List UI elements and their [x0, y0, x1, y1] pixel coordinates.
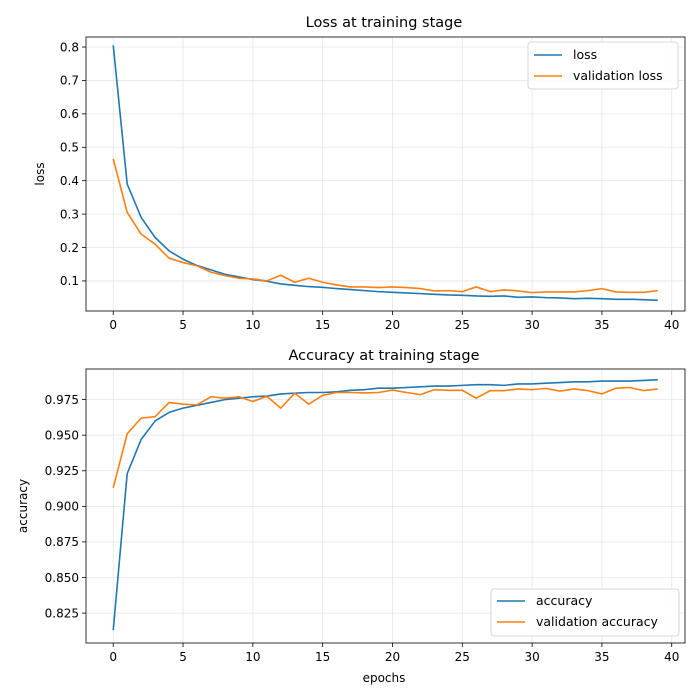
loss-legend-label-validation-loss: validation loss [573, 68, 663, 83]
loss-legend-label-loss: loss [573, 47, 597, 62]
loss-x-tick-label: 5 [179, 318, 187, 332]
accuracy-x-tick-label: 20 [385, 650, 400, 664]
accuracy-y-tick-label: 0.950 [45, 428, 79, 442]
loss-y-tick-label: 0.3 [60, 207, 79, 221]
accuracy-gridlines [86, 369, 685, 643]
accuracy-x-tick-label: 0 [109, 650, 117, 664]
accuracy-y-tick-label: 0.925 [45, 464, 79, 478]
loss-y-tick-label: 0.1 [60, 274, 79, 288]
loss-plot-frame [85, 36, 686, 312]
loss-x-tick-label: 30 [524, 318, 539, 332]
accuracy-legend-label-accuracy: accuracy [536, 593, 593, 608]
loss-x-tick-label: 10 [245, 318, 260, 332]
loss-series-loss [112, 45, 658, 302]
accuracy-y-axis: 0.825 0.850 0.875 0.900 0.925 0.950 0.975 [45, 393, 86, 620]
loss-x-axis: 0 5 10 15 20 25 30 35 40 [109, 311, 679, 332]
accuracy-legend-label-validation-accuracy: validation accuracy [536, 614, 659, 629]
accuracy-y-tick-label: 0.900 [45, 500, 79, 514]
loss-legend: loss validation loss [527, 41, 679, 90]
loss-x-tick-label: 40 [664, 318, 679, 332]
accuracy-x-tick-label: 35 [594, 650, 609, 664]
loss-gridlines [86, 37, 685, 311]
loss-y-tick-label: 0.2 [60, 241, 79, 255]
loss-x-tick-label: 15 [315, 318, 330, 332]
loss-series-lines [112, 45, 658, 302]
loss-x-tick-label: 0 [109, 318, 117, 332]
accuracy-series-accuracy [112, 378, 658, 631]
loss-x-tick-label: 20 [385, 318, 400, 332]
accuracy-legend-box [490, 588, 680, 637]
accuracy-x-axis: 0 5 10 15 20 25 30 35 40 [109, 643, 679, 664]
accuracy-y-tick-label: 0.975 [45, 393, 79, 407]
accuracy-x-tick-label: 30 [524, 650, 539, 664]
accuracy-chart-title: Accuracy at training stage [288, 348, 479, 364]
accuracy-x-tick-label: 40 [664, 650, 679, 664]
loss-x-tick-label: 35 [594, 318, 609, 332]
accuracy-x-tick-label: 15 [315, 650, 330, 664]
loss-series-validation-loss [112, 158, 658, 294]
loss-y-tick-label: 0.5 [60, 141, 79, 155]
loss-legend-box [527, 41, 679, 90]
accuracy-series-validation-accuracy [112, 386, 658, 489]
loss-y-axis: 0.1 0.2 0.3 0.4 0.5 0.6 0.7 0.8 [60, 40, 86, 288]
accuracy-y-tick-label: 0.850 [45, 571, 79, 585]
accuracy-x-axis-label: epochs [363, 671, 406, 685]
accuracy-chart: Accuracy at training stage 0 5 10 15 20 25 30 3… [16, 348, 686, 685]
accuracy-x-tick-label: 25 [455, 650, 470, 664]
accuracy-x-tick-label: 10 [245, 650, 260, 664]
accuracy-legend: accuracy validation accuracy [490, 588, 680, 637]
accuracy-y-tick-label: 0.875 [45, 535, 79, 549]
loss-y-tick-label: 0.8 [60, 40, 79, 54]
loss-x-tick-label: 25 [455, 318, 470, 332]
loss-y-tick-label: 0.6 [60, 107, 79, 121]
loss-y-axis-label: loss [33, 162, 47, 185]
loss-chart-title: Loss at training stage [306, 15, 463, 31]
accuracy-x-tick-label: 5 [179, 650, 187, 664]
loss-y-tick-label: 0.7 [60, 74, 79, 88]
loss-chart: Loss at training stage 0 5 10 15 20 25 30 35 40 … [33, 15, 686, 332]
accuracy-y-axis-label: accuracy [16, 479, 30, 533]
loss-y-tick-label: 0.4 [60, 174, 79, 188]
accuracy-series-lines [112, 378, 658, 631]
accuracy-y-tick-label: 0.825 [45, 606, 79, 620]
